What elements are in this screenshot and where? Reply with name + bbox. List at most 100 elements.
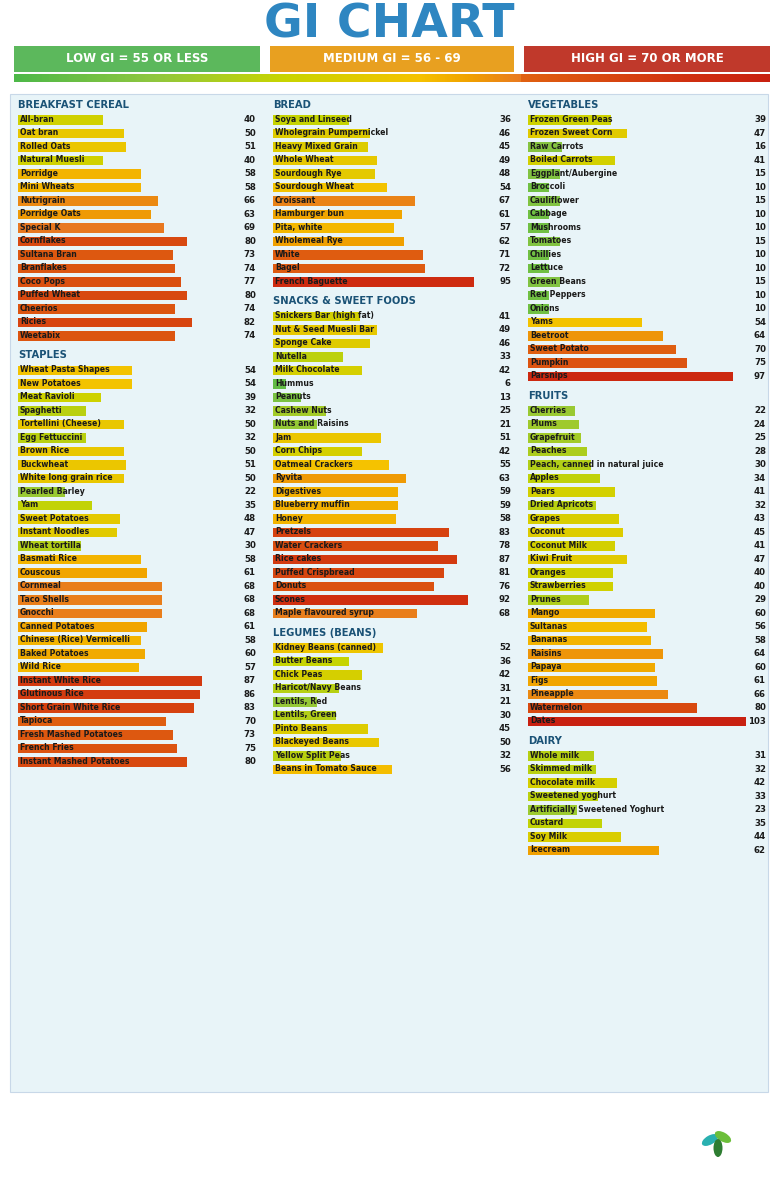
Bar <box>528 528 623 538</box>
Bar <box>362 74 365 82</box>
Bar <box>213 74 216 82</box>
Text: Chocolate milk: Chocolate milk <box>530 778 595 787</box>
Bar <box>273 541 438 551</box>
Text: Whole milk: Whole milk <box>530 751 579 760</box>
Bar <box>528 331 664 341</box>
Bar <box>273 724 368 733</box>
Bar <box>528 344 676 354</box>
Bar <box>69 74 72 82</box>
Bar <box>553 74 556 82</box>
Bar <box>596 74 599 82</box>
Bar <box>387 74 390 82</box>
Text: Instant Mashed Potatoes: Instant Mashed Potatoes <box>20 757 129 766</box>
Bar <box>576 74 579 82</box>
Bar <box>216 74 219 82</box>
Bar <box>561 74 564 82</box>
Text: Frozen Sweet Corn: Frozen Sweet Corn <box>530 128 612 137</box>
Text: 73: 73 <box>244 731 256 739</box>
Bar <box>528 751 594 761</box>
Text: Strawberries: Strawberries <box>530 581 587 590</box>
Text: 50: 50 <box>244 474 256 482</box>
Bar <box>22 74 25 82</box>
Text: Peaches: Peaches <box>530 446 566 455</box>
Bar <box>545 74 548 82</box>
Text: Weetabix: Weetabix <box>20 331 61 340</box>
Bar <box>496 74 499 82</box>
Bar <box>273 277 474 287</box>
Bar <box>18 554 141 564</box>
Text: New Potatoes: New Potatoes <box>20 379 81 388</box>
Text: Custard: Custard <box>530 818 564 827</box>
Text: 41: 41 <box>754 487 766 497</box>
Text: Porridge Oats: Porridge Oats <box>20 209 81 218</box>
Bar <box>524 46 770 72</box>
Bar <box>42 74 45 82</box>
Text: 39: 39 <box>244 392 256 402</box>
Text: 21: 21 <box>499 697 511 707</box>
Bar <box>10 94 768 1092</box>
Text: White: White <box>275 250 301 259</box>
Text: Parsnips: Parsnips <box>530 371 568 380</box>
Text: 68: 68 <box>499 608 511 618</box>
Bar <box>589 74 591 82</box>
Bar <box>528 568 612 577</box>
Text: Yams: Yams <box>530 317 553 326</box>
Bar <box>480 74 483 82</box>
Bar <box>528 622 647 631</box>
Text: 33: 33 <box>754 792 766 800</box>
Bar <box>601 74 605 82</box>
Bar <box>319 74 322 82</box>
Bar <box>528 792 598 802</box>
Text: 72: 72 <box>499 264 511 272</box>
Bar <box>221 74 223 82</box>
Bar <box>473 74 475 82</box>
Text: Icecream: Icecream <box>530 845 570 854</box>
Bar <box>135 74 138 82</box>
Bar <box>18 703 194 713</box>
Bar <box>102 74 105 82</box>
Bar <box>724 74 727 82</box>
Bar <box>679 74 682 82</box>
Bar <box>273 142 368 151</box>
Bar <box>354 74 357 82</box>
Bar <box>500 74 503 82</box>
Bar <box>279 74 282 82</box>
Text: 70: 70 <box>754 344 766 354</box>
Text: Cauliflower: Cauliflower <box>530 196 580 205</box>
Bar <box>349 74 352 82</box>
Bar <box>18 366 132 374</box>
Bar <box>18 649 145 659</box>
Bar <box>644 74 647 82</box>
Bar <box>273 446 362 456</box>
Bar <box>18 676 202 685</box>
Bar <box>18 392 100 402</box>
Bar <box>528 196 559 205</box>
Bar <box>752 74 755 82</box>
Bar <box>311 74 314 82</box>
Text: Tomatoes: Tomatoes <box>530 236 573 245</box>
Bar <box>604 74 607 82</box>
Bar <box>321 74 324 82</box>
Text: Red Peppers: Red Peppers <box>530 290 586 299</box>
Bar <box>435 74 438 82</box>
Bar <box>579 74 581 82</box>
Text: 48: 48 <box>244 515 256 523</box>
Text: 50: 50 <box>244 420 256 428</box>
Bar <box>675 74 678 82</box>
Text: Onions: Onions <box>530 304 560 313</box>
Bar <box>289 74 292 82</box>
Bar <box>208 74 211 82</box>
Bar <box>541 74 544 82</box>
Bar <box>707 74 710 82</box>
Bar <box>750 74 753 82</box>
Text: 10: 10 <box>754 305 766 313</box>
Text: Lentils, Green: Lentils, Green <box>275 710 337 719</box>
Bar <box>195 74 198 82</box>
Bar <box>138 74 141 82</box>
Bar <box>317 74 320 82</box>
Text: Coconut: Coconut <box>530 527 566 536</box>
Bar <box>273 379 286 389</box>
Bar <box>528 846 659 854</box>
Text: 58: 58 <box>499 515 511 523</box>
Bar <box>18 622 147 631</box>
